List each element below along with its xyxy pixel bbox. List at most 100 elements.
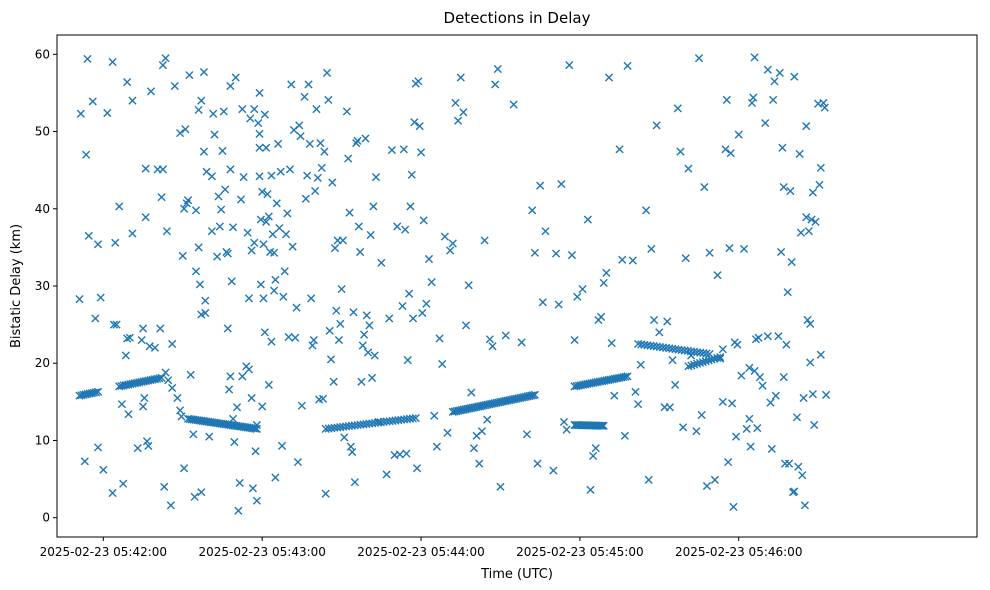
data-point [176, 128, 185, 138]
data-point [464, 281, 473, 290]
data-point [403, 356, 412, 365]
data-point [207, 227, 216, 236]
data-point [405, 289, 414, 298]
data-point [317, 163, 326, 172]
data-point [352, 139, 361, 148]
data-point [806, 358, 815, 367]
data-point [293, 457, 303, 467]
data-point [808, 390, 817, 399]
data-point [399, 145, 408, 154]
y-tick-label: 10 [35, 433, 50, 447]
data-point [783, 288, 792, 297]
data-point [181, 125, 190, 134]
data-point [320, 147, 329, 156]
y-tick-label: 30 [35, 279, 50, 293]
data-point [811, 217, 820, 226]
data-point [328, 178, 337, 187]
data-point [641, 206, 651, 215]
data-point [356, 247, 365, 257]
data-point [307, 294, 316, 303]
data-point [254, 118, 263, 128]
data-point [477, 427, 487, 436]
data-point [578, 284, 587, 294]
data-point [621, 372, 630, 381]
data-point [604, 73, 614, 82]
data-point [128, 96, 137, 105]
data-point [636, 360, 645, 369]
data-point [263, 190, 272, 199]
data-point [344, 154, 353, 163]
data-point [155, 374, 164, 383]
data-point [528, 206, 537, 215]
data-point [697, 410, 706, 420]
data-point [252, 420, 261, 430]
data-point [374, 417, 383, 427]
data-point [284, 332, 293, 342]
data-point [243, 228, 252, 237]
data-point [109, 320, 119, 329]
data-point [807, 215, 816, 224]
data-point [705, 248, 714, 257]
data-point [796, 228, 806, 237]
data-point [238, 372, 247, 381]
data-point [279, 292, 288, 301]
data-point [269, 286, 279, 295]
data-point [649, 315, 659, 325]
data-point [422, 299, 431, 308]
data-point [205, 432, 214, 441]
data-point [93, 443, 103, 452]
data-point [288, 242, 297, 251]
data-point [311, 186, 320, 196]
data-point [586, 485, 595, 494]
data-point [156, 324, 165, 333]
data-point [731, 432, 741, 441]
data-point [250, 238, 259, 247]
data-point [573, 292, 582, 301]
data-point [268, 230, 277, 239]
data-point [480, 236, 489, 245]
data-point [283, 209, 292, 218]
data-point [329, 377, 338, 386]
data-point [804, 227, 813, 236]
data-point [790, 72, 799, 81]
data-points [75, 53, 831, 515]
data-point [269, 248, 279, 257]
data-point [340, 433, 349, 442]
data-point [509, 100, 518, 109]
data-point [117, 400, 126, 409]
data-point [157, 373, 166, 382]
data-point [779, 183, 788, 192]
data-point [676, 147, 685, 156]
data-point [124, 410, 133, 419]
data-point [710, 475, 719, 484]
data-point [591, 444, 600, 453]
data-point [96, 293, 105, 302]
data-point [366, 230, 375, 240]
data-point [201, 296, 210, 305]
data-point [260, 110, 269, 119]
data-point [684, 362, 693, 371]
data-point [755, 373, 765, 382]
data-point [185, 71, 194, 80]
y-tick-label: 60 [35, 47, 50, 61]
data-point [140, 393, 149, 403]
data-point [357, 377, 366, 386]
data-point [82, 150, 91, 159]
data-point [722, 95, 731, 104]
data-point [309, 335, 318, 345]
data-point [533, 459, 542, 468]
data-point [264, 380, 273, 389]
data-point [304, 80, 313, 89]
data-point [775, 68, 784, 77]
data-point [168, 383, 177, 393]
data-point [565, 61, 574, 70]
data-point [427, 278, 436, 287]
data-point [615, 145, 624, 154]
data-point [567, 251, 577, 260]
data-point [716, 352, 725, 362]
data-point [108, 57, 117, 67]
data-point [191, 267, 201, 276]
data-point [91, 388, 101, 397]
data-point [702, 349, 711, 358]
